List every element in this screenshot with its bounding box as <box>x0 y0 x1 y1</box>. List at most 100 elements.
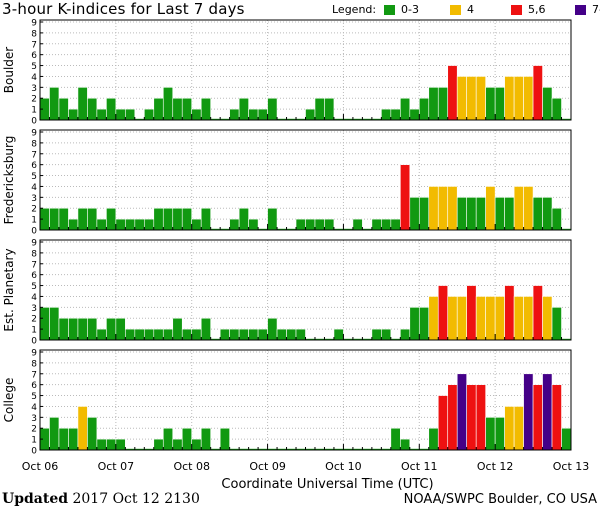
est-planetary-bar <box>58 317 69 341</box>
boulder-ytick-label: 7 <box>31 40 37 50</box>
boulder-bar <box>390 108 401 121</box>
boulder-ytick-label: 0 <box>31 117 37 127</box>
college-bar <box>77 406 88 451</box>
est-planetary-bar <box>162 328 174 341</box>
est-planetary-bar <box>456 296 467 341</box>
boulder-bar <box>314 97 325 121</box>
college-bar <box>181 427 193 451</box>
college-bar <box>447 384 458 451</box>
boulder-bar <box>58 97 69 121</box>
boulder-bar <box>191 108 202 121</box>
updated-footer: Updated 2017 Oct 12 2130 <box>2 491 200 507</box>
fredericksburg-bar <box>87 207 98 231</box>
boulder-bar <box>96 108 107 121</box>
fredericksburg-bar <box>305 218 316 231</box>
college-bar <box>475 384 486 451</box>
fredericksburg-bar <box>238 207 249 231</box>
est-planetary-bar <box>219 328 230 341</box>
est-planetary-bar <box>494 296 505 341</box>
est-planetary-ytick-label: 0 <box>31 337 37 347</box>
est-planetary-bar <box>39 307 50 341</box>
boulder-bar <box>77 87 88 121</box>
boulder-ytick-label: 5 <box>31 62 37 72</box>
boulder-ytick-label: 1 <box>31 106 37 116</box>
fredericksburg-bar <box>191 218 202 231</box>
fredericksburg-ytick-label: 1 <box>31 216 37 226</box>
boulder-ytick-label: 2 <box>31 95 37 105</box>
est-planetary-bar <box>400 328 411 341</box>
fredericksburg-ytick-label: 7 <box>31 150 37 160</box>
est-planetary-bar <box>49 307 60 341</box>
fredericksburg-bar <box>134 218 145 231</box>
fredericksburg-bar <box>229 218 240 231</box>
source-footer: NOAA/SWPC Boulder, CO USA <box>403 492 597 507</box>
college-bar <box>428 427 439 451</box>
boulder-bar <box>418 97 430 121</box>
college-bar <box>390 427 401 451</box>
est-planetary-bar <box>106 317 117 341</box>
fredericksburg-bar <box>456 197 467 231</box>
x-tick-label: Oct 11 <box>401 460 438 473</box>
x-tick-label: Oct 07 <box>98 460 135 473</box>
fredericksburg-bar <box>115 218 126 231</box>
est-planetary-bar <box>466 285 477 341</box>
x-tick-label: Oct 06 <box>22 460 59 473</box>
fredericksburg-bar <box>466 197 477 231</box>
boulder-bar <box>305 108 316 121</box>
est-planetary-bar <box>257 328 268 341</box>
fredericksburg-ytick-label: 8 <box>31 139 37 149</box>
fredericksburg-ytick-label: 4 <box>31 183 37 193</box>
est-planetary-bar <box>418 307 430 341</box>
fredericksburg-ytick-label: 2 <box>31 205 37 215</box>
x-tick-label: Oct 13 <box>553 460 590 473</box>
college-bar <box>494 417 505 451</box>
fredericksburg-bar <box>542 197 553 231</box>
fredericksburg-ytick-label: 5 <box>31 172 37 182</box>
college-bar <box>532 384 543 451</box>
boulder-bar <box>513 76 524 121</box>
fredericksburg-bar <box>153 207 164 231</box>
boulder-bar <box>257 108 268 121</box>
college-bar <box>162 427 174 451</box>
est-planetary-bar <box>153 328 164 341</box>
college-bar <box>87 417 98 451</box>
fredericksburg-bar <box>314 218 325 231</box>
fredericksburg-bar <box>324 218 335 231</box>
college-bar <box>200 427 211 451</box>
college-bar <box>542 373 553 451</box>
est-planetary-ytick-label: 3 <box>31 304 37 314</box>
boulder-bar <box>49 87 60 121</box>
college-bar <box>106 438 117 451</box>
est-planetary-bar <box>542 296 553 341</box>
college-bar <box>400 438 411 451</box>
fredericksburg-bar <box>437 186 449 231</box>
x-tick-label: Oct 10 <box>325 460 362 473</box>
boulder-bar <box>115 108 126 121</box>
boulder-bar <box>494 87 505 121</box>
legend-swatch-7-9 <box>575 5 586 15</box>
boulder-bar <box>400 97 411 121</box>
est-planetary-ytick-label: 7 <box>31 260 37 270</box>
college-ytick-label: 7 <box>31 370 37 380</box>
legend-item-4: 4 <box>467 3 474 16</box>
college-bar <box>172 438 183 451</box>
est-planetary-bar <box>68 317 79 341</box>
college-ytick-label: 1 <box>31 436 37 446</box>
fredericksburg-bar <box>96 218 107 231</box>
boulder-bar <box>532 65 543 121</box>
college-bar <box>504 406 515 451</box>
boulder-bar <box>144 108 155 121</box>
college-bar <box>191 438 202 451</box>
boulder-ytick-label: 8 <box>31 29 37 39</box>
legend-item-5-6: 5,6 <box>528 3 546 16</box>
fredericksburg-bar <box>485 186 496 231</box>
est-planetary-bar <box>504 285 515 341</box>
fredericksburg-bar <box>49 207 60 231</box>
est-planetary-bar <box>248 328 259 341</box>
est-planetary-bar <box>267 317 278 341</box>
fredericksburg-bar <box>181 207 193 231</box>
college-bar <box>115 438 126 451</box>
boulder-bar <box>523 76 534 121</box>
boulder-bar <box>229 108 240 121</box>
est-planetary-bar <box>229 328 240 341</box>
